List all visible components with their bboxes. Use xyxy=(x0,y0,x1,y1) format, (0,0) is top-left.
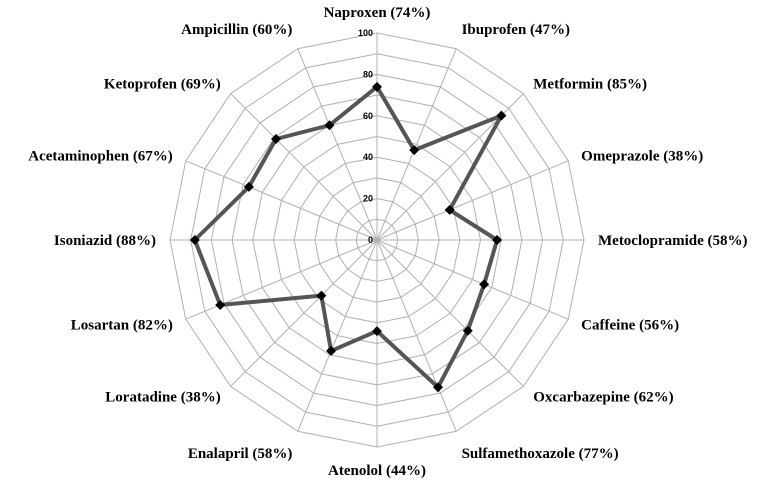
axis-tick-label: 40 xyxy=(363,152,373,162)
category-label: Ibuprofen (47%) xyxy=(462,22,571,38)
category-label: Omeprazole (38%) xyxy=(581,148,703,164)
category-label-layer: Naproxen (74%) Ibuprofen (47%) Metformin (… xyxy=(28,5,747,479)
category-label: Acetaminophen (67%) xyxy=(28,148,173,164)
data-point xyxy=(372,81,382,92)
category-label: Oxcarbazepine (62%) xyxy=(533,389,673,405)
data-point xyxy=(409,145,420,156)
axis-tick-label: 0 xyxy=(368,235,373,245)
grid-spoke xyxy=(230,93,378,241)
grid-layer xyxy=(169,32,585,448)
data-point xyxy=(189,235,200,245)
category-label: Caffeine (56%) xyxy=(581,318,679,334)
grid-spoke xyxy=(297,239,378,432)
grid-spoke xyxy=(230,239,378,387)
axis-tick-label: 80 xyxy=(363,69,373,79)
grid-spoke xyxy=(376,239,569,320)
data-point xyxy=(316,290,327,301)
category-label: Metoclopramide (58%) xyxy=(598,233,748,249)
grid-spoke xyxy=(376,239,524,387)
axis-tick-label: 100 xyxy=(358,28,373,38)
category-label: Ampicillin (60%) xyxy=(181,22,292,38)
category-label: Metformin (85%) xyxy=(533,77,647,93)
category-label: Losartan (82%) xyxy=(71,318,173,334)
data-point xyxy=(372,326,382,337)
grid-spoke xyxy=(376,160,569,241)
axis-tick-label: 60 xyxy=(363,111,373,121)
data-point xyxy=(243,181,254,192)
category-label: Atenolol (44%) xyxy=(328,463,426,479)
category-label: Naproxen (74%) xyxy=(324,5,431,21)
category-label: Enalapril (58%) xyxy=(188,446,293,462)
data-point xyxy=(432,382,443,393)
data-point xyxy=(215,299,226,310)
data-point xyxy=(324,120,335,131)
data-point xyxy=(479,279,490,290)
series-line xyxy=(192,84,504,390)
category-label: Isoniazid (88%) xyxy=(54,233,156,249)
grid-spoke xyxy=(185,239,378,320)
tick-layer: 0 20 40 60 80 100 xyxy=(358,28,373,245)
series-layer xyxy=(189,81,507,393)
grid-spoke xyxy=(376,48,457,241)
grid-spoke xyxy=(297,48,378,241)
grid-spoke xyxy=(185,160,378,241)
data-point xyxy=(326,345,337,356)
axis-tick-label: 20 xyxy=(363,194,373,204)
category-label: Ketoprofen (69%) xyxy=(104,77,221,93)
data-point xyxy=(271,134,282,145)
data-point xyxy=(444,204,455,215)
data-point xyxy=(492,235,503,245)
category-label: Sulfamethoxazole (77%) xyxy=(462,446,619,462)
category-label: Loratadine (38%) xyxy=(105,389,220,405)
grid-spoke xyxy=(376,239,457,432)
data-point xyxy=(462,325,473,336)
data-point xyxy=(496,110,507,121)
